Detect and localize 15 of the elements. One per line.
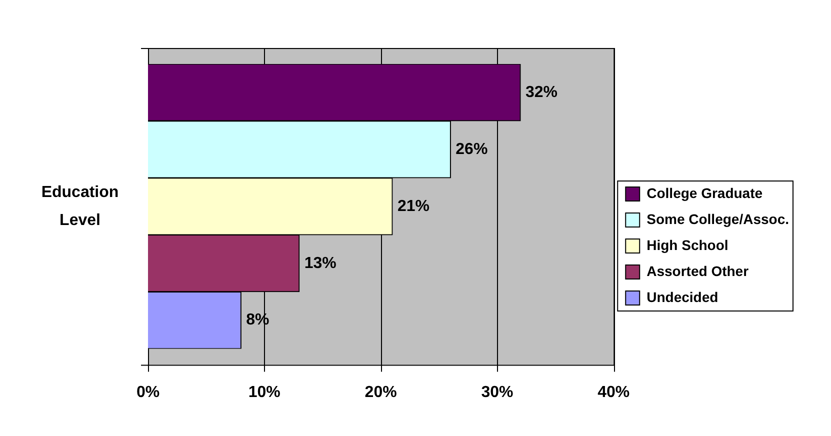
legend-label: High School xyxy=(646,236,728,253)
legend-label: Assorted Other xyxy=(646,262,750,279)
data-label: 13% xyxy=(304,254,336,272)
x-tick-label: 30% xyxy=(481,384,514,401)
x-tick-label: 40% xyxy=(598,384,630,401)
data-label: 26% xyxy=(456,140,488,158)
data-label: 21% xyxy=(397,198,430,215)
x-tick-label: 10% xyxy=(248,384,280,401)
data-label: 32% xyxy=(525,84,558,101)
legend-label: Some College/Assoc. xyxy=(646,210,790,227)
x-tick-label: 0% xyxy=(136,384,160,401)
y-axis-title: Education Level xyxy=(41,184,119,229)
legend-label: College Graduate xyxy=(646,184,763,201)
legend-label: Undecided xyxy=(646,288,718,305)
x-tick-label: 20% xyxy=(364,384,397,401)
